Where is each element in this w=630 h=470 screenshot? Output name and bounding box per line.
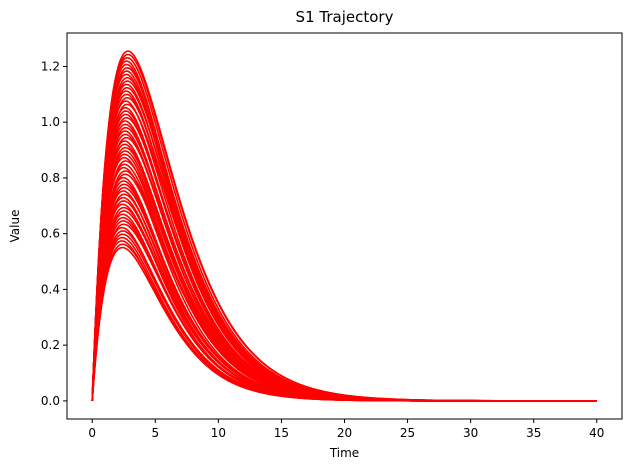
- y-tick-label: 1.2: [41, 59, 60, 73]
- x-axis-ticks: 0 5 10 15 20 25 30 35 40: [88, 419, 604, 440]
- trajectory-line: [91, 73, 597, 402]
- x-tick-label: 35: [526, 426, 541, 440]
- y-tick-label: 0.8: [41, 171, 60, 185]
- x-tick-label: 5: [151, 426, 159, 440]
- trajectory-line: [91, 130, 597, 402]
- y-tick-label: 1.0: [41, 115, 60, 129]
- x-tick-label: 20: [337, 426, 352, 440]
- y-tick-label: 0.2: [41, 338, 60, 352]
- trajectory-line: [91, 50, 597, 402]
- y-tick-label: 0.6: [41, 227, 60, 241]
- chart-title: S1 Trajectory: [296, 8, 394, 26]
- y-tick-label: 0.4: [41, 282, 60, 296]
- trajectory-line: [91, 240, 597, 402]
- y-axis-label: Value: [8, 210, 22, 243]
- x-tick-label: 25: [400, 426, 415, 440]
- trajectory-line: [91, 243, 597, 402]
- x-axis-label: Time: [329, 446, 359, 460]
- x-tick-label: 15: [274, 426, 289, 440]
- trajectory-lines: [91, 50, 597, 402]
- y-tick-label: 0.0: [41, 394, 60, 408]
- x-tick-label: 40: [589, 426, 604, 440]
- x-tick-label: 30: [463, 426, 478, 440]
- y-axis-ticks: 0.0 0.2 0.4 0.6 0.8 1.0 1.2: [41, 59, 67, 408]
- x-tick-label: 10: [211, 426, 226, 440]
- trajectory-line: [91, 70, 597, 402]
- x-tick-label: 0: [88, 426, 96, 440]
